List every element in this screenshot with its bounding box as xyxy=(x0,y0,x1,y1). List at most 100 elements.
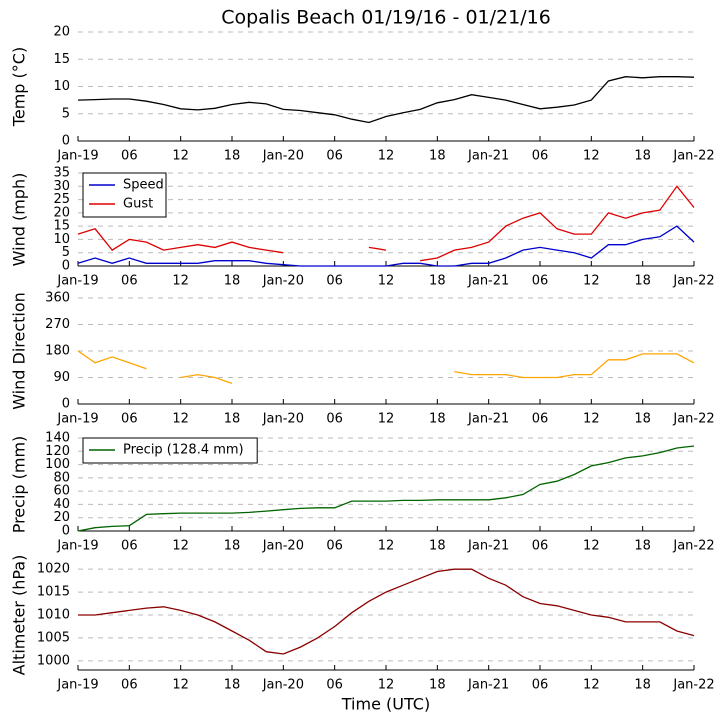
x-tick-label: 12 xyxy=(583,274,600,289)
x-tick-label: 18 xyxy=(634,149,651,164)
x-tick-label: Jan-22 xyxy=(672,149,714,164)
x-tick-label: 12 xyxy=(172,274,189,289)
y-tick-label: 100 xyxy=(45,457,70,472)
y-tick-label: 360 xyxy=(45,291,70,306)
x-tick-label: 18 xyxy=(634,678,651,693)
x-tick-label: Jan-19 xyxy=(56,149,98,164)
legend-label: Precip (128.4 mm) xyxy=(123,443,244,458)
x-tick-label: 06 xyxy=(326,412,343,427)
x-tick-label: 06 xyxy=(326,539,343,554)
x-tick-label: Jan-22 xyxy=(672,274,714,289)
y-axis-label: Wind Direction xyxy=(10,292,29,410)
x-tick-label: Jan-21 xyxy=(467,539,509,554)
y-tick-label: 1020 xyxy=(37,562,70,577)
x-tick-label: Jan-21 xyxy=(467,149,509,164)
x-tick-label: 06 xyxy=(532,149,549,164)
x-tick-label: 12 xyxy=(378,539,395,554)
x-tick-label: 06 xyxy=(326,678,343,693)
x-tick-label: 12 xyxy=(172,678,189,693)
x-tick-label: 06 xyxy=(326,149,343,164)
legend-label: Gust xyxy=(123,197,153,212)
y-tick-label: 40 xyxy=(53,497,70,512)
x-tick-label: 06 xyxy=(326,274,343,289)
x-tick-label: 06 xyxy=(532,412,549,427)
x-tick-label: Jan-20 xyxy=(262,149,304,164)
y-axis-label: Altimeter (hPa) xyxy=(10,555,29,676)
x-tick-label: 06 xyxy=(532,539,549,554)
x-tick-label: Jan-19 xyxy=(56,678,98,693)
x-tick-label: 06 xyxy=(121,149,138,164)
x-tick-label: 18 xyxy=(224,539,241,554)
x-tick-label: Jan-21 xyxy=(467,678,509,693)
x-tick-label: 12 xyxy=(378,412,395,427)
x-tick-label: Jan-20 xyxy=(262,678,304,693)
y-tick-label: 20 xyxy=(53,510,70,525)
x-tick-label: 12 xyxy=(583,149,600,164)
y-tick-label: 90 xyxy=(53,370,70,385)
x-tick-label: Jan-20 xyxy=(262,539,304,554)
x-tick-label: 06 xyxy=(121,412,138,427)
y-tick-label: 0 xyxy=(62,524,70,539)
y-tick-label: 0 xyxy=(62,134,70,149)
x-tick-label: 06 xyxy=(121,678,138,693)
y-tick-label: 5 xyxy=(62,106,70,121)
x-tick-label: 18 xyxy=(634,274,651,289)
y-tick-label: 15 xyxy=(53,52,70,67)
series-line xyxy=(78,568,695,655)
y-tick-label: 1000 xyxy=(37,653,70,668)
legend-box xyxy=(82,172,167,218)
x-tick-label: 06 xyxy=(121,539,138,554)
x-tick-label: 12 xyxy=(583,678,600,693)
x-tick-label: 18 xyxy=(224,274,241,289)
x-tick-label: 06 xyxy=(121,274,138,289)
y-tick-label: 10 xyxy=(53,232,70,247)
x-tick-label: 18 xyxy=(429,149,446,164)
x-tick-label: 18 xyxy=(634,412,651,427)
y-axis-label: Wind (mph) xyxy=(10,173,29,267)
y-tick-label: 35 xyxy=(53,166,70,181)
figure-title: Copalis Beach 01/19/16 - 01/21/16 xyxy=(221,7,551,29)
y-tick-label: 140 xyxy=(45,431,70,446)
y-tick-label: 30 xyxy=(53,179,70,194)
x-tick-label: Jan-22 xyxy=(672,539,714,554)
y-tick-label: 20 xyxy=(53,205,70,220)
series-line xyxy=(77,225,695,267)
x-tick-label: 12 xyxy=(583,412,600,427)
x-tick-label: Jan-21 xyxy=(467,274,509,289)
y-tick-label: 0 xyxy=(62,259,70,274)
series-line xyxy=(77,76,695,124)
y-tick-label: 15 xyxy=(53,219,70,234)
y-tick-label: 180 xyxy=(45,344,70,359)
x-tick-label: 18 xyxy=(429,412,446,427)
x-tick-label: Jan-20 xyxy=(262,412,304,427)
y-tick-label: 60 xyxy=(53,484,70,499)
x-tick-label: 18 xyxy=(634,539,651,554)
y-axis-label: Temp (°C) xyxy=(10,47,29,127)
y-tick-label: 80 xyxy=(53,470,70,485)
x-tick-label: Jan-21 xyxy=(467,412,509,427)
y-tick-label: 1015 xyxy=(37,585,70,600)
y-tick-label: 5 xyxy=(62,245,70,260)
y-axis-label: Precip (mm) xyxy=(10,436,29,534)
x-tick-label: 12 xyxy=(378,678,395,693)
x-tick-label: 12 xyxy=(172,539,189,554)
y-tick-label: 1005 xyxy=(37,630,70,645)
y-tick-label: 25 xyxy=(53,192,70,207)
x-axis-label: Time (UTC) xyxy=(341,695,430,714)
y-tick-label: 270 xyxy=(45,317,70,332)
series-line xyxy=(77,350,695,385)
x-tick-label: Jan-22 xyxy=(672,412,714,427)
y-tick-label: 20 xyxy=(53,25,70,40)
x-tick-label: 12 xyxy=(172,149,189,164)
y-tick-label: 10 xyxy=(53,79,70,94)
x-tick-label: 18 xyxy=(224,678,241,693)
x-tick-label: 12 xyxy=(378,274,395,289)
y-tick-label: 1010 xyxy=(37,608,70,623)
x-tick-label: Jan-19 xyxy=(56,274,98,289)
x-tick-label: 18 xyxy=(224,412,241,427)
y-tick-label: 0 xyxy=(62,397,70,412)
x-tick-label: Jan-19 xyxy=(56,539,98,554)
series-line xyxy=(77,185,695,262)
series-line xyxy=(77,445,695,532)
